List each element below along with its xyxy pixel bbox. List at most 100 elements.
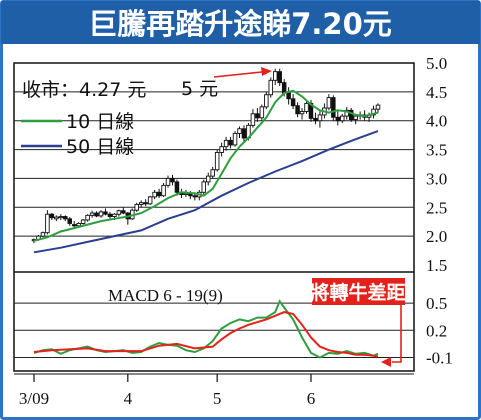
candle-body xyxy=(165,177,171,186)
candle-body xyxy=(272,71,278,81)
price-tick-label: 5.0 xyxy=(426,54,447,73)
macd-tick-label: 0.5 xyxy=(426,294,447,313)
peak-arrow xyxy=(213,71,263,78)
macd-tick-label: 0.2 xyxy=(426,321,447,340)
candle-body xyxy=(255,113,260,119)
candle-body xyxy=(174,181,180,193)
candle-body xyxy=(58,216,64,219)
candle-body xyxy=(259,106,265,119)
candle-body xyxy=(49,213,55,219)
ma10-line xyxy=(33,89,379,242)
candle-body xyxy=(250,113,256,126)
candle-body xyxy=(371,108,376,116)
candle-body xyxy=(340,115,345,122)
x-tick-label: 6 xyxy=(307,389,316,408)
candle-body xyxy=(317,114,323,122)
peak-annotation: 5 元 xyxy=(181,78,218,100)
price-tick-label: 3.0 xyxy=(426,169,447,188)
candle-body xyxy=(116,210,122,215)
candle-body xyxy=(152,191,157,198)
macd-label: MACD 6 - 19(9) xyxy=(108,286,223,305)
candle-body xyxy=(121,210,126,214)
candle-body xyxy=(219,146,224,153)
candle-body xyxy=(281,82,287,94)
candle-body xyxy=(223,139,229,148)
candle-body xyxy=(76,222,81,227)
candle-body xyxy=(98,211,104,217)
candle-body xyxy=(94,212,99,217)
candle-body xyxy=(228,139,233,146)
crossover-arrowhead xyxy=(381,357,391,367)
ma50-line xyxy=(33,130,379,254)
candle-body xyxy=(335,116,341,122)
candle-body xyxy=(85,214,90,221)
candle-body xyxy=(313,117,318,122)
candle-body xyxy=(237,128,242,134)
candle-body xyxy=(326,97,332,109)
price-tick-label: 4.5 xyxy=(426,83,447,102)
x-tick-label: 4 xyxy=(124,389,133,408)
candle-body xyxy=(214,152,220,171)
candle-body xyxy=(277,71,282,84)
price-tick-label: 2.5 xyxy=(426,198,447,217)
candle-body xyxy=(241,128,247,139)
candle-body xyxy=(210,169,215,177)
peak-arrowhead xyxy=(261,67,272,76)
candle-body xyxy=(138,202,144,205)
candle-body xyxy=(331,97,336,118)
candle-body xyxy=(170,177,175,183)
candle-body xyxy=(375,104,381,110)
candle-body xyxy=(304,102,309,112)
ma50-path xyxy=(33,130,379,254)
legend-ma50-label: 50 日線 xyxy=(66,136,134,158)
macd-tick-label: -0.1 xyxy=(426,348,453,367)
x-axis: 3/09 4 5 6 xyxy=(19,374,315,408)
macd-y-axis: 0.5 0.2 -0.1 xyxy=(426,294,453,367)
price-tick-label: 2.0 xyxy=(426,227,447,246)
candle-body xyxy=(232,132,238,146)
crossover-label: 將轉牛差距 xyxy=(310,281,405,304)
signal-path xyxy=(33,311,379,358)
candle-body xyxy=(45,213,50,234)
candle-body xyxy=(147,196,153,205)
candle-body xyxy=(80,219,86,224)
candle-body xyxy=(286,92,291,100)
title-bar xyxy=(1,1,480,44)
candle-body xyxy=(201,181,207,193)
candle-body xyxy=(63,216,68,220)
legend-close: 收市：4.27 元 xyxy=(22,79,146,101)
candle-body xyxy=(89,212,95,216)
x-tick-label: 5 xyxy=(213,389,222,408)
candle-body xyxy=(264,94,269,108)
candle-body xyxy=(295,105,300,115)
price-tick-label: 1.5 xyxy=(426,256,447,275)
candle-body xyxy=(71,224,77,227)
legend-ma10-label: 10 日線 xyxy=(66,111,134,133)
candle-body xyxy=(205,175,211,183)
candle-body xyxy=(40,232,46,237)
candle-body xyxy=(143,202,148,205)
candle-body xyxy=(107,213,113,217)
candle-body xyxy=(156,191,162,197)
candle-body xyxy=(67,218,72,224)
candle-body xyxy=(299,111,305,115)
ma10-path xyxy=(33,89,379,242)
chart-title: 巨騰再踏升途睇7.20元 xyxy=(88,7,392,41)
candle-body xyxy=(353,115,358,121)
crossover-pointer xyxy=(392,305,402,363)
plot-frame xyxy=(13,62,415,372)
candle-body xyxy=(192,195,198,198)
candle-body xyxy=(161,184,166,197)
candle-body xyxy=(268,79,274,96)
candle-body xyxy=(112,213,117,217)
price-tick-label: 4.0 xyxy=(426,112,447,131)
candle-body xyxy=(54,216,59,220)
price-gridlines xyxy=(14,91,414,237)
candle-body xyxy=(134,203,140,211)
macd-series xyxy=(33,299,379,359)
price-tick-label: 3.5 xyxy=(426,141,447,160)
price-y-axis: 5.0 4.5 4.0 3.5 3.0 2.5 2.0 1.5 xyxy=(426,54,447,275)
candle-body xyxy=(103,211,108,215)
